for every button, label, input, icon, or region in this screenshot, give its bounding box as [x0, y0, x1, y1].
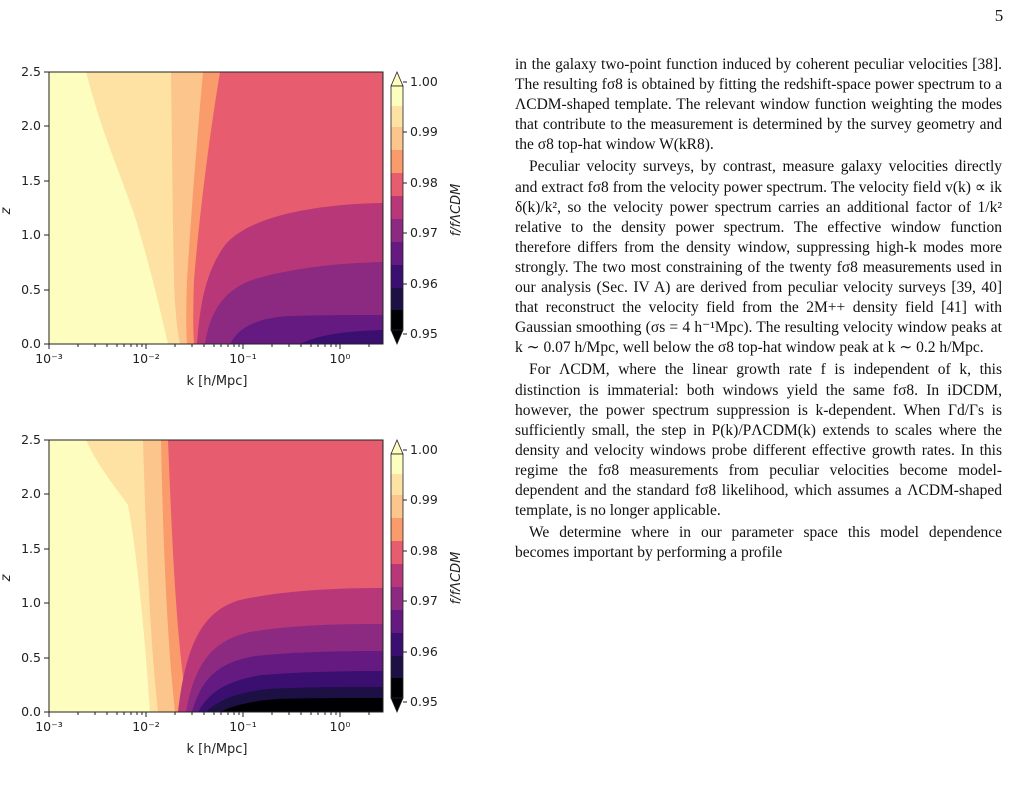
y-tick-label: 1.5: [21, 173, 41, 188]
colorbar-tick: 0.95: [410, 694, 438, 709]
x-tick-label: 10⁻³: [35, 719, 63, 734]
colorbar-tick: 1.00: [410, 442, 438, 457]
figure-growth-rate-ratio: 2.5 2.0 1.5 1.0 0.5 0.0 z: [0, 64, 464, 757]
y-tick-label: 0.5: [21, 282, 41, 297]
colorbar-tick: 0.98: [410, 175, 438, 190]
page-number: 5: [994, 6, 1004, 25]
panel-top: 2.5 2.0 1.5 1.0 0.5 0.0 z: [0, 64, 464, 389]
colorbar-label: f/fΛCDM: [449, 184, 464, 237]
x-axis-label: k [h/Mpc]: [186, 374, 247, 389]
colorbar-tick: 0.98: [410, 543, 438, 558]
x-axis-label: k [h/Mpc]: [186, 742, 247, 757]
contour-plot-top: [49, 72, 383, 344]
paragraph: We determine where in our parameter spac…: [515, 524, 1002, 562]
colorbar-tick: 0.97: [410, 225, 438, 240]
y-tick-label: 0.0: [21, 704, 41, 719]
y-axis-bottom: 2.5 2.0 1.5 1.0 0.5 0.0 z: [0, 432, 49, 719]
y-axis-top: 2.5 2.0 1.5 1.0 0.5 0.0 z: [0, 64, 49, 351]
body-text-column: in the galaxy two-point function induced…: [515, 55, 1002, 565]
y-tick-label: 2.0: [21, 118, 41, 133]
x-tick-label: 10⁻²: [132, 351, 160, 366]
colorbar-tick: 0.99: [410, 124, 438, 139]
paragraph: Peculiar velocity surveys, by contrast, …: [515, 158, 1002, 357]
x-tick-label: 10⁰: [330, 719, 351, 734]
colorbar-label: f/fΛCDM: [449, 552, 464, 605]
y-tick-label: 2.5: [21, 432, 41, 447]
y-tick-label: 1.0: [21, 595, 41, 610]
colorbar-tick: 0.99: [410, 492, 438, 507]
x-tick-label: 10⁻²: [132, 719, 160, 734]
y-tick-label: 1.5: [21, 541, 41, 556]
paragraph: in the galaxy two-point function induced…: [515, 56, 1002, 154]
colorbar-tick: 0.95: [410, 326, 438, 341]
x-tick-label: 10⁰: [330, 351, 351, 366]
y-tick-label: 0.0: [21, 336, 41, 351]
x-tick-label: 10⁻¹: [229, 351, 257, 366]
colorbar-top: 1.00 0.99 0.98 0.97 0.96 0.95 f/fΛCDM: [390, 70, 464, 346]
x-axis-top: 10⁻³ 10⁻² 10⁻¹ 10⁰ k [h/Mpc]: [35, 344, 370, 389]
contour-plot-bottom: [49, 440, 383, 712]
panel-bottom: 2.5 2.0 1.5 1.0 0.5 0.0 z: [0, 432, 464, 757]
paragraph: For ΛCDM, where the linear growth rate f…: [515, 361, 1002, 520]
x-axis-bottom: 10⁻³ 10⁻² 10⁻¹ 10⁰ k [h/Mpc]: [35, 712, 370, 757]
x-tick-label: 10⁻¹: [229, 719, 257, 734]
x-tick-label: 10⁻³: [35, 351, 63, 366]
y-tick-label: 1.0: [21, 227, 41, 242]
colorbar-tick: 1.00: [410, 74, 438, 89]
y-axis-label: z: [0, 573, 14, 582]
colorbar-bottom: 1.00 0.99 0.98 0.97 0.96 0.95 f/fΛCDM: [390, 438, 464, 714]
y-tick-label: 2.5: [21, 64, 41, 79]
colorbar-tick: 0.96: [410, 276, 438, 291]
y-tick-label: 2.0: [21, 486, 41, 501]
y-axis-label: z: [0, 206, 14, 215]
colorbar-tick: 0.96: [410, 644, 438, 659]
y-tick-label: 0.5: [21, 650, 41, 665]
colorbar-tick: 0.97: [410, 593, 438, 608]
